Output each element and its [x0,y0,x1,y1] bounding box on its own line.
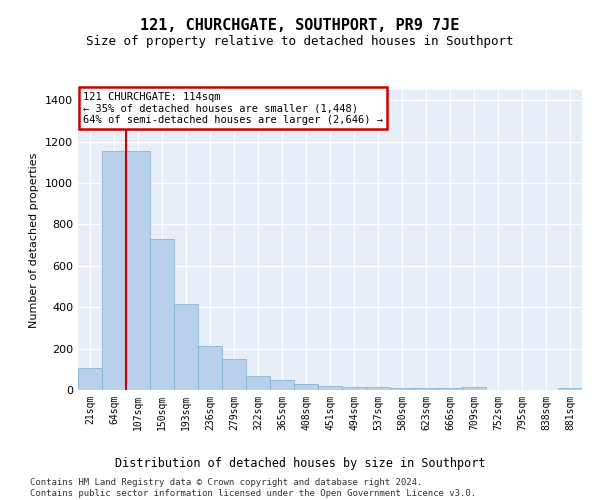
Bar [174,304,198,390]
Bar [246,376,270,390]
Text: Distribution of detached houses by size in Southport: Distribution of detached houses by size … [115,458,485,470]
Bar [78,368,102,390]
Bar [558,388,582,390]
Text: Size of property relative to detached houses in Southport: Size of property relative to detached ho… [86,35,514,48]
Bar [126,151,150,390]
Bar [438,388,462,390]
Bar [222,359,246,390]
Bar [150,239,174,390]
Bar [318,386,342,390]
Bar [294,384,318,390]
Bar [366,387,390,390]
Bar [270,380,294,390]
Bar [390,388,414,390]
Bar [102,151,126,390]
Bar [414,388,438,390]
Y-axis label: Number of detached properties: Number of detached properties [29,152,40,328]
Text: Contains HM Land Registry data © Crown copyright and database right 2024.
Contai: Contains HM Land Registry data © Crown c… [30,478,476,498]
Bar [462,387,486,390]
Bar [198,346,222,390]
Text: 121, CHURCHGATE, SOUTHPORT, PR9 7JE: 121, CHURCHGATE, SOUTHPORT, PR9 7JE [140,18,460,32]
Text: 121 CHURCHGATE: 114sqm
← 35% of detached houses are smaller (1,448)
64% of semi-: 121 CHURCHGATE: 114sqm ← 35% of detached… [83,92,383,124]
Bar [342,387,366,390]
